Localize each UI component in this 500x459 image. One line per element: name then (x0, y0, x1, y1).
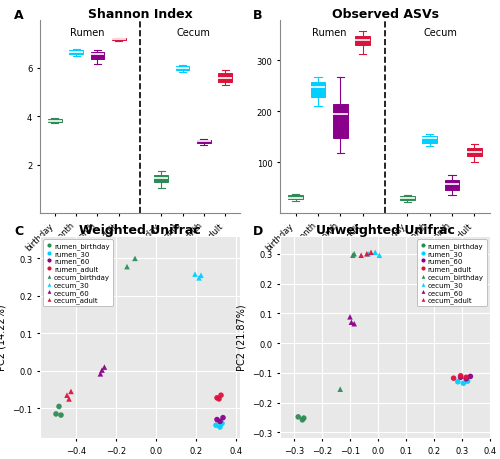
Point (96, 370, 104, 378)
Point (460, 380, 468, 387)
Point (212, 421, 220, 429)
PathPatch shape (154, 176, 168, 183)
PathPatch shape (288, 196, 303, 199)
Point (456, 372, 464, 380)
PathPatch shape (467, 149, 481, 157)
Text: Cecum: Cecum (176, 28, 210, 39)
Legend: rumen_birthday, rumen_30, rumen_60, rumen_adult, cecum_birthday, cecum_30, cecum: rumen_birthday, rumen_30, rumen_60, rume… (44, 240, 112, 307)
Point (52, 410, 60, 418)
Point (450, 375, 458, 382)
Point (215, 395, 223, 403)
Point (213, 394, 221, 402)
Point (100, 364, 108, 371)
Point (462, 374, 470, 381)
Point (350, 320, 358, 328)
PathPatch shape (197, 140, 210, 144)
Text: C: C (14, 224, 23, 237)
Point (55, 403, 63, 410)
PathPatch shape (48, 120, 62, 123)
Point (216, 418, 224, 425)
Point (65, 395, 73, 403)
Point (195, 274, 203, 282)
Point (219, 414, 227, 421)
Text: B: B (252, 9, 262, 22)
Point (63, 392, 71, 399)
Point (349, 252, 357, 259)
Y-axis label: PC2 (21.87%): PC2 (21.87%) (236, 304, 246, 370)
Point (57, 411, 65, 419)
PathPatch shape (400, 197, 414, 200)
Point (367, 249, 375, 257)
Point (294, 413, 302, 420)
Point (131, 255, 139, 263)
Point (197, 272, 205, 280)
PathPatch shape (356, 37, 370, 46)
Point (346, 313, 354, 321)
Text: Cecum: Cecum (424, 28, 458, 39)
Point (336, 386, 344, 393)
Point (376, 252, 384, 259)
Point (217, 392, 225, 399)
PathPatch shape (112, 39, 126, 41)
Point (462, 375, 470, 383)
Point (464, 378, 471, 385)
Point (350, 251, 358, 258)
Point (98, 367, 106, 374)
Y-axis label: PC2 (14.22%): PC2 (14.22%) (0, 304, 6, 370)
Title: Unweighted Unifrac: Unweighted Unifrac (316, 224, 454, 236)
Point (357, 252, 365, 259)
Text: Rumen: Rumen (70, 28, 104, 39)
Text: D: D (252, 224, 263, 237)
Point (298, 416, 306, 424)
PathPatch shape (310, 83, 325, 98)
Point (348, 319, 356, 326)
Point (95, 294, 103, 302)
Point (191, 271, 199, 278)
Title: Weighted Unifrac: Weighted Unifrac (79, 224, 201, 236)
Point (123, 263, 131, 271)
Text: A: A (14, 9, 24, 22)
PathPatch shape (218, 74, 232, 83)
Point (213, 416, 221, 423)
Point (216, 424, 224, 431)
Point (456, 374, 464, 381)
Point (67, 388, 75, 395)
Title: Observed ASVs: Observed ASVs (332, 8, 438, 21)
Point (218, 420, 226, 427)
PathPatch shape (90, 52, 104, 60)
Point (466, 373, 474, 380)
PathPatch shape (176, 67, 190, 71)
PathPatch shape (422, 136, 437, 143)
Legend: rumen_birthday, rumen_30, rumen_60, rumen_adult, cecum_birthday, cecum_30, cecum: rumen_birthday, rumen_30, rumen_60, rume… (418, 240, 486, 307)
Point (371, 249, 379, 257)
Title: Shannon Index: Shannon Index (88, 8, 192, 21)
Point (454, 378, 462, 386)
Text: Rumen: Rumen (312, 28, 346, 39)
Point (364, 251, 372, 258)
PathPatch shape (445, 180, 460, 190)
PathPatch shape (333, 104, 347, 138)
Point (300, 414, 308, 422)
Point (363, 251, 371, 258)
PathPatch shape (70, 51, 83, 55)
